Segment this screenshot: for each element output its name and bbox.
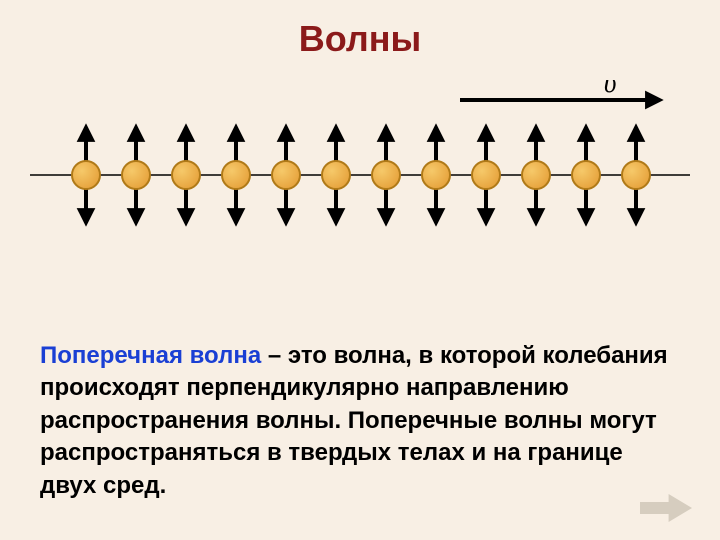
velocity-label: υ [602, 80, 620, 99]
particle [322, 161, 350, 189]
particle [72, 161, 100, 189]
slide: Волны υ Поперечная волна – это волна, в … [0, 0, 720, 540]
next-slide-arrow-icon[interactable] [640, 490, 692, 526]
wave-diagram: υ [30, 80, 690, 250]
particle [622, 161, 650, 189]
svg-text:υ: υ [604, 80, 617, 99]
particle [572, 161, 600, 189]
definition-term: Поперечная волна [40, 342, 261, 369]
particle [122, 161, 150, 189]
definition-text-block: Поперечная волна – это волна, в которой … [40, 340, 680, 502]
particle [272, 161, 300, 189]
slide-title: Волны [0, 18, 720, 60]
particle [422, 161, 450, 189]
particle [172, 161, 200, 189]
particle [522, 161, 550, 189]
particle [472, 161, 500, 189]
particle [372, 161, 400, 189]
particle [222, 161, 250, 189]
